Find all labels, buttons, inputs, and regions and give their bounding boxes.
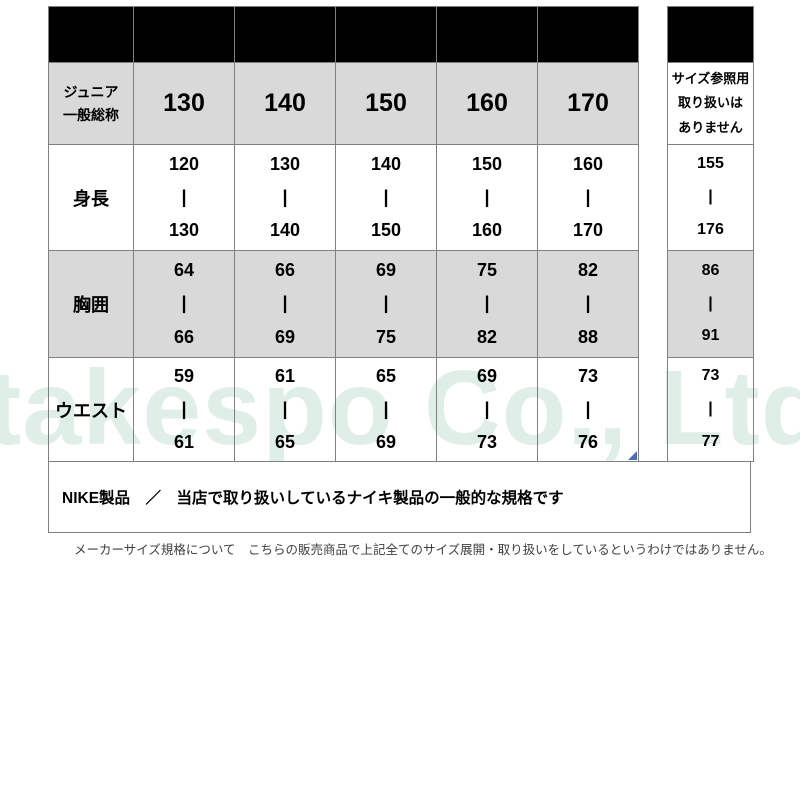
header-cell-160: 160 bbox=[436, 6, 538, 63]
s-chest-range-cell: 86 | 91 bbox=[667, 250, 754, 358]
alias-value-cell: 140 bbox=[234, 62, 336, 145]
height-range-cell: 150 | 160 bbox=[436, 144, 538, 251]
chest-range-cell: 64 | 66 bbox=[133, 250, 235, 358]
chest-range-cell: 82 | 88 bbox=[537, 250, 639, 358]
header-row: ジュニア 130 140 150 160 170 bbox=[48, 6, 639, 63]
height-range-cell: 130 | 140 bbox=[234, 144, 336, 251]
waist-range-cell: 73 | 76 bbox=[537, 357, 639, 462]
s-height-row: 155 | 176 bbox=[667, 144, 754, 251]
s-waist-range-cell: 73 | 77 bbox=[667, 357, 754, 462]
header-cell-140: 140 bbox=[234, 6, 336, 63]
chest-range-cell: 69 | 75 bbox=[335, 250, 437, 358]
s-size-sublabel: （メンズS） bbox=[673, 37, 748, 53]
maker-size-caption: メーカーサイズ規格について こちらの販売商品で上記全てのサイズ展開・取り扱いをし… bbox=[74, 543, 772, 557]
s-chest-row: 86 | 91 bbox=[667, 250, 754, 358]
s-size-label: S bbox=[705, 17, 716, 35]
alias-value-cell: 170 bbox=[537, 62, 639, 145]
alias-label-cell: ジュニア 一般総称 bbox=[48, 62, 134, 145]
waist-range-cell: 69 | 73 bbox=[436, 357, 538, 462]
waist-range-cell: 61 | 65 bbox=[234, 357, 336, 462]
waist-label-cell: ウエスト bbox=[48, 357, 134, 462]
chest-range-cell: 75 | 82 bbox=[436, 250, 538, 358]
waist-range-cell: 65 | 69 bbox=[335, 357, 437, 462]
waist-row: ウエスト 59 | 61 61 | 65 65 | 69 69 | 73 73 … bbox=[48, 357, 639, 462]
waist-range-cell: 59 | 61 bbox=[133, 357, 235, 462]
alias-value-cell: 150 bbox=[335, 62, 437, 145]
chest-row: 胸囲 64 | 66 66 | 69 69 | 75 75 | 82 82 | … bbox=[48, 250, 639, 358]
alias-value-cell: 160 bbox=[436, 62, 538, 145]
chest-label-cell: 胸囲 bbox=[48, 250, 134, 358]
height-row: 身長 120 | 130 130 | 140 140 | 150 150 | 1… bbox=[48, 144, 639, 251]
header-cell-130: 130 bbox=[133, 6, 235, 63]
chest-range-cell: 66 | 69 bbox=[234, 250, 336, 358]
s-header-cell: S （メンズS） bbox=[667, 6, 754, 63]
header-cell-junior: ジュニア bbox=[48, 6, 134, 63]
s-waist-row: 73 | 77 bbox=[667, 357, 754, 462]
mens-s-reference-column: S （メンズS） サイズ参照用 取り扱いは ありません 155 | 176 86… bbox=[667, 6, 754, 462]
junior-size-table: ジュニア 130 140 150 160 170 ジュニア 一般総称 130 1… bbox=[48, 6, 639, 462]
s-height-range-cell: 155 | 176 bbox=[667, 144, 754, 251]
height-range-cell: 120 | 130 bbox=[133, 144, 235, 251]
nike-note-text: NIKE製品 ／ 当店で取り扱いしているナイキ製品の一般的な規格です bbox=[62, 490, 564, 507]
height-range-cell: 140 | 150 bbox=[335, 144, 437, 251]
header-cell-150: 150 bbox=[335, 6, 437, 63]
header-cell-170: 170 bbox=[537, 6, 639, 63]
s-notice-cell: サイズ参照用 取り扱いは ありません bbox=[667, 62, 754, 145]
blue-corner-marker-icon bbox=[628, 451, 637, 460]
alias-row: ジュニア 一般総称 130 140 150 160 170 bbox=[48, 62, 639, 145]
alias-value-cell: 130 bbox=[133, 62, 235, 145]
s-notice-row: サイズ参照用 取り扱いは ありません bbox=[667, 62, 754, 145]
s-header-row: S （メンズS） bbox=[667, 6, 754, 63]
height-range-cell: 160 | 170 bbox=[537, 144, 639, 251]
height-label-cell: 身長 bbox=[48, 144, 134, 251]
nike-note-box: NIKE製品 ／ 当店で取り扱いしているナイキ製品の一般的な規格です bbox=[48, 461, 751, 533]
